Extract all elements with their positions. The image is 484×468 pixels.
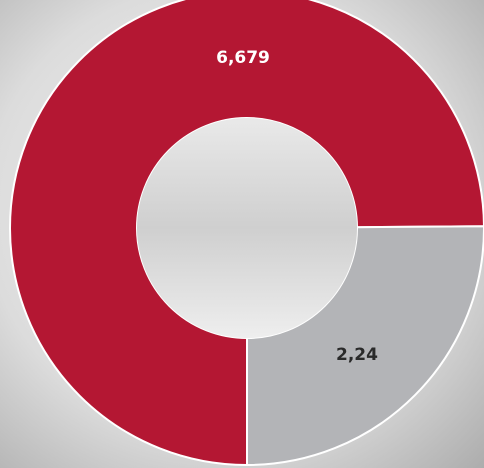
donut: [9, 0, 484, 467]
donut-hole: [137, 118, 357, 338]
data-label: 2,24: [336, 345, 378, 365]
data-label: 6,679: [216, 48, 270, 68]
labels: 6,679 2,24: [216, 48, 378, 365]
